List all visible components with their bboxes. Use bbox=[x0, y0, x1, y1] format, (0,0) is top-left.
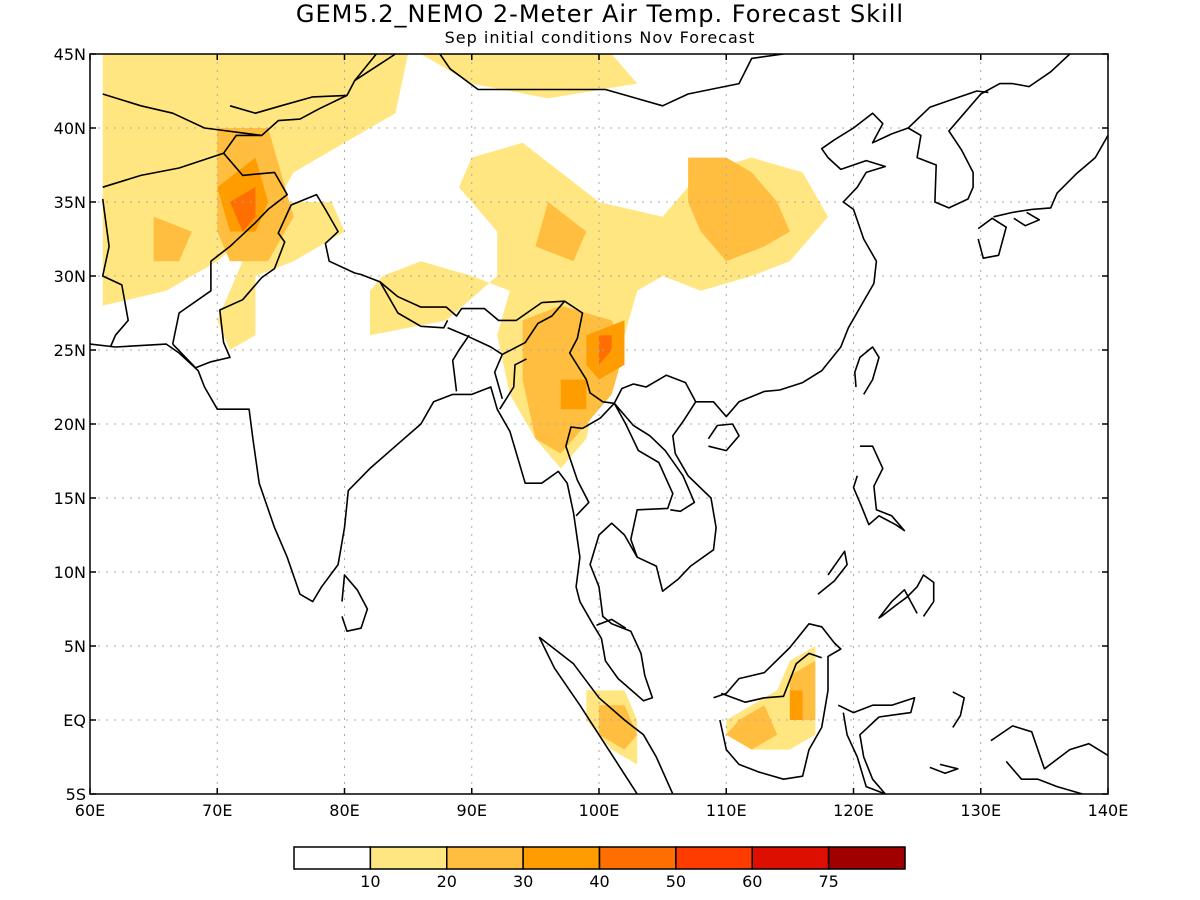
lat-tick-label: 45N bbox=[54, 45, 86, 64]
country-border-8 bbox=[499, 358, 527, 410]
country-border-12 bbox=[565, 426, 590, 517]
coastline-13 bbox=[952, 691, 966, 728]
colorbar-label: 40 bbox=[589, 872, 609, 891]
skill-region-8 bbox=[535, 202, 587, 262]
coastline-8 bbox=[878, 574, 935, 619]
colorbar-label: 10 bbox=[360, 872, 380, 891]
skill-region-7 bbox=[153, 216, 192, 262]
colorbar-swatch-7 bbox=[827, 846, 906, 870]
coastline-16 bbox=[993, 135, 1108, 218]
country-border-1 bbox=[101, 198, 129, 348]
lon-tick-label: 110E bbox=[706, 801, 747, 820]
coastline-12 bbox=[1005, 760, 1083, 794]
country-border-15 bbox=[102, 93, 262, 137]
coastline-2 bbox=[707, 423, 740, 452]
chart-subtitle: Sep initial conditions Nov Forecast bbox=[444, 28, 756, 47]
colorbar-label: 60 bbox=[742, 872, 762, 891]
chart-title: GEM5.2_NEMO 2-Meter Air Temp. Forecast S… bbox=[295, 0, 905, 28]
country-border-2 bbox=[222, 54, 377, 154]
lon-tick-label: 120E bbox=[833, 801, 874, 820]
country-border-4 bbox=[379, 281, 449, 329]
skill-region-1 bbox=[217, 202, 345, 350]
colorbar-swatch-3 bbox=[522, 846, 601, 870]
coastline-0 bbox=[90, 54, 1071, 702]
country-border-17 bbox=[354, 54, 396, 82]
coastline-5 bbox=[538, 636, 638, 794]
lat-tick-label: 40N bbox=[54, 119, 86, 138]
lon-tick-label: 140E bbox=[1088, 801, 1129, 820]
coastline-17 bbox=[1013, 211, 1041, 227]
country-border-5 bbox=[447, 327, 504, 400]
lat-tick-label: 5S bbox=[66, 785, 86, 804]
lat-tick-label: 25N bbox=[54, 341, 86, 360]
colorbar-label: 20 bbox=[437, 872, 457, 891]
colorbar-swatch-6 bbox=[751, 846, 830, 870]
colorbar-swatch-0 bbox=[293, 846, 372, 870]
lat-tick-label: 10N bbox=[54, 563, 86, 582]
country-border-16 bbox=[229, 94, 348, 114]
skill-region-19 bbox=[599, 335, 612, 365]
colorbar-label: 75 bbox=[818, 872, 838, 891]
skill-region-13 bbox=[599, 705, 638, 750]
country-border-6 bbox=[451, 334, 470, 392]
country-border-19 bbox=[783, 54, 786, 55]
lat-axis: 45N 40N 35N 30N 25N 20N 15N 10N 5N EQ 5S bbox=[54, 45, 1108, 804]
lat-tick-label: EQ bbox=[63, 711, 86, 730]
country-border-3 bbox=[172, 193, 615, 405]
coastline-15 bbox=[977, 217, 1008, 260]
country-border-13 bbox=[596, 618, 627, 629]
lon-tick-label: 130E bbox=[960, 801, 1001, 820]
colorbar-label: 50 bbox=[666, 872, 686, 891]
graticule bbox=[90, 54, 1108, 794]
skill-region-11 bbox=[726, 705, 778, 750]
colorbar-label: 30 bbox=[513, 872, 533, 891]
lat-tick-label: 20N bbox=[54, 415, 86, 434]
lat-tick-label: 15N bbox=[54, 489, 86, 508]
skill-region-18 bbox=[230, 187, 256, 232]
country-border-0 bbox=[102, 152, 289, 345]
coastline-10 bbox=[817, 550, 848, 595]
lon-tick-label: 100E bbox=[579, 801, 620, 820]
lon-axis: 60E 70E 80E 90E 100E 110E 120E 130E 140E bbox=[75, 54, 1129, 820]
country-border-7 bbox=[501, 300, 566, 356]
colorbar-legend: 10 20 30 40 50 60 75 bbox=[293, 846, 906, 891]
skill-region-9 bbox=[688, 157, 790, 262]
country-border-14 bbox=[720, 652, 822, 704]
skill-region-3 bbox=[420, 54, 638, 99]
coastline-14 bbox=[929, 763, 959, 775]
lon-tick-label: 80E bbox=[329, 801, 359, 820]
skill-region-16 bbox=[560, 379, 587, 410]
lat-tick-label: 35N bbox=[54, 193, 86, 212]
coastline-3 bbox=[341, 574, 369, 633]
coastline-7 bbox=[837, 696, 916, 794]
lon-tick-label: 70E bbox=[202, 801, 232, 820]
coastline-9 bbox=[852, 445, 906, 532]
coastline-layer bbox=[90, 54, 1108, 794]
colorbar-swatch-1 bbox=[369, 846, 448, 870]
country-border-10 bbox=[582, 402, 674, 558]
colorbar-swatch-4 bbox=[598, 846, 677, 870]
country-border-9 bbox=[613, 374, 697, 404]
colorbar-swatch-5 bbox=[675, 846, 753, 870]
lat-tick-label: 30N bbox=[54, 267, 86, 286]
lon-tick-label: 90E bbox=[457, 801, 487, 820]
lon-tick-label: 60E bbox=[75, 801, 105, 820]
skill-region-17 bbox=[789, 690, 803, 720]
coastline-1 bbox=[853, 346, 880, 395]
coastline-11 bbox=[990, 725, 1108, 770]
coastline-6 bbox=[713, 622, 842, 781]
country-border-20 bbox=[907, 90, 989, 129]
country-border-18 bbox=[439, 54, 784, 107]
coastline-4 bbox=[538, 636, 674, 794]
colorbar-swatch-2 bbox=[446, 846, 524, 870]
country-border-11 bbox=[613, 402, 696, 513]
lat-tick-label: 5N bbox=[64, 637, 86, 656]
